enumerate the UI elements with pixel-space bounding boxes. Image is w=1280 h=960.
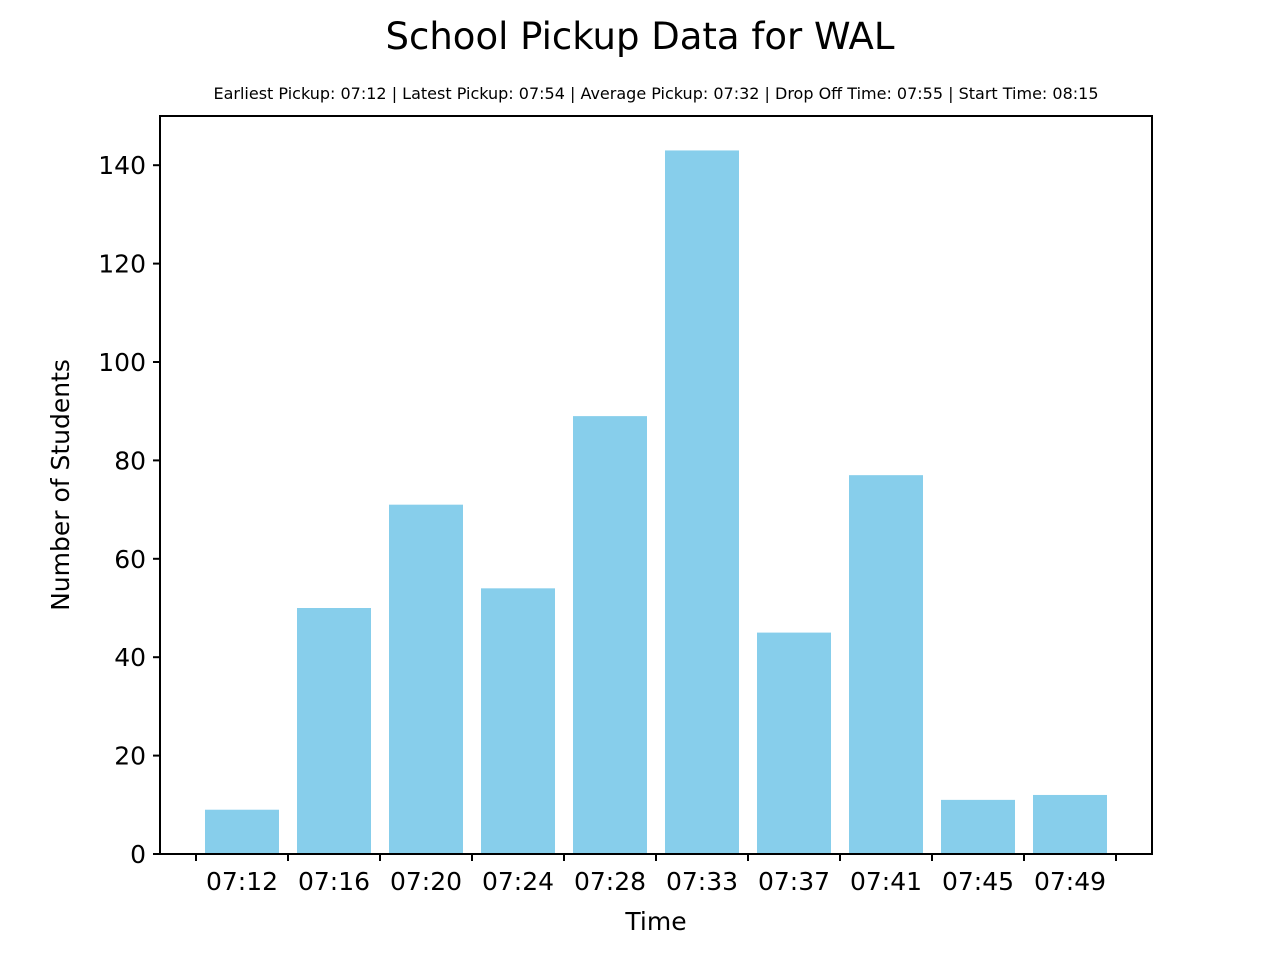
y-tick-label: 80 [114,446,146,475]
x-tick-label: 07:49 [1034,867,1106,896]
bar-07-41 [849,475,923,854]
y-axis-label: Number of Students [46,359,75,611]
x-tick-label: 07:37 [758,867,830,896]
x-tick-label: 07:33 [666,867,738,896]
y-tick-label: 120 [98,250,146,279]
bar-07-28 [573,416,647,854]
y-axis-ticks: 0 20 40 60 80 100 120 140 [98,151,160,869]
x-tick-label: 07:12 [206,867,278,896]
bars-group [205,150,1107,854]
chart-title: School Pickup Data for WAL [386,15,895,58]
y-tick-label: 40 [114,643,146,672]
plot-frame [159,115,1153,855]
bar-07-49 [1033,794,1107,854]
x-tick-label: 07:28 [574,867,646,896]
x-axis-ticks: 07:12 07:16 07:20 07:24 07:28 07:33 07:37 07:41… [195,854,1117,896]
y-tick-label: 0 [130,840,146,869]
bar-07-45 [941,799,1015,854]
x-tick-label: 07:16 [298,867,370,896]
bar-07-16 [297,608,371,854]
y-tick-label: 60 [114,545,146,574]
bar-07-12 [205,809,279,854]
y-tick-label: 140 [98,151,146,180]
bar-07-37 [757,632,831,854]
y-tick-label: 20 [114,742,146,771]
bar-07-33 [665,150,739,854]
x-tick-label: 07:41 [850,867,922,896]
bar-07-24 [481,588,555,854]
y-tick-label: 100 [98,348,146,377]
bar-07-20 [389,504,463,854]
chart-subtitle: Earliest Pickup: 07:12 | Latest Pickup: … [213,84,1098,103]
x-axis-label: Time [624,907,686,936]
x-tick-label: 07:45 [942,867,1014,896]
x-tick-label: 07:20 [390,867,462,896]
x-tick-label: 07:24 [482,867,554,896]
